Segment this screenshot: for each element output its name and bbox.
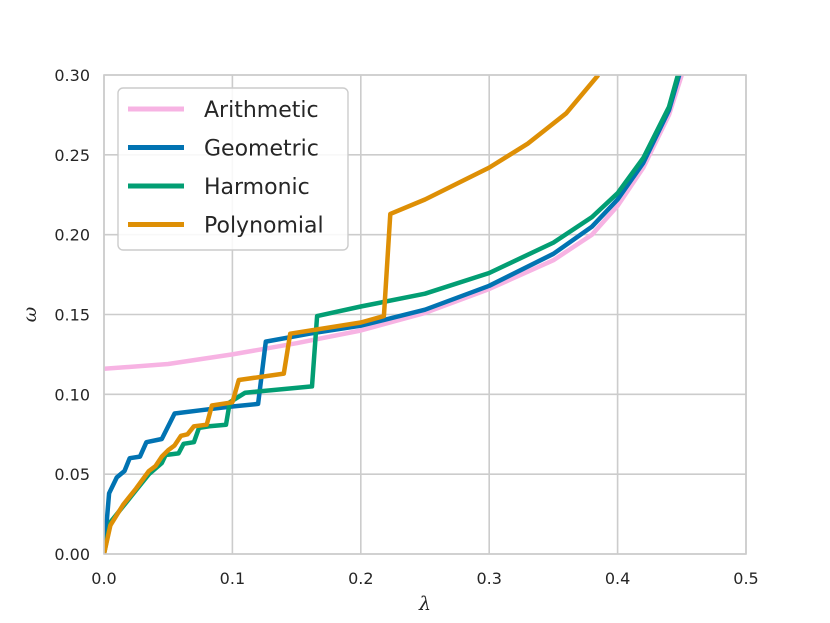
y-tick-label: 0.00	[54, 545, 90, 564]
x-tick-label: 0.3	[476, 569, 501, 588]
legend-label-arithmetic: Arithmetic	[204, 98, 319, 123]
y-tick-label: 0.20	[54, 226, 90, 245]
plot-area-frame	[103, 74, 747, 555]
y-tick-label: 0.30	[54, 66, 90, 85]
y-tick-label: 0.25	[54, 146, 90, 165]
series-line-geometric	[104, 75, 682, 554]
x-tick-label: 0.4	[605, 569, 630, 588]
legend-box	[117, 87, 349, 251]
tick-labels: 0.0 0.1 0.2 0.3 0.4 0.5 0.00 0.05 0.10 0.15 0.20 0.…	[54, 66, 758, 588]
legend: Arithmetic Geometric Harmonic Polynomial	[117, 87, 349, 251]
x-axis-label: λ	[418, 593, 431, 615]
y-tick-label: 0.05	[54, 465, 90, 484]
series-lines	[104, 75, 684, 554]
y-axis-label: ω	[19, 307, 41, 323]
legend-label-polynomial: Polynomial	[204, 214, 324, 239]
x-tick-label: 0.5	[733, 569, 758, 588]
y-tick-label: 0.10	[54, 385, 90, 404]
series-line-harmonic	[104, 75, 681, 554]
y-tick-label: 0.15	[54, 306, 90, 325]
x-tick-label: 0.2	[348, 569, 373, 588]
x-tick-label: 0.0	[91, 569, 116, 588]
legend-label-geometric: Geometric	[204, 137, 319, 162]
x-tick-label: 0.1	[220, 569, 245, 588]
series-line-polynomial	[104, 75, 601, 554]
legend-label-harmonic: Harmonic	[204, 175, 310, 200]
series-line-arithmetic	[104, 75, 684, 372]
